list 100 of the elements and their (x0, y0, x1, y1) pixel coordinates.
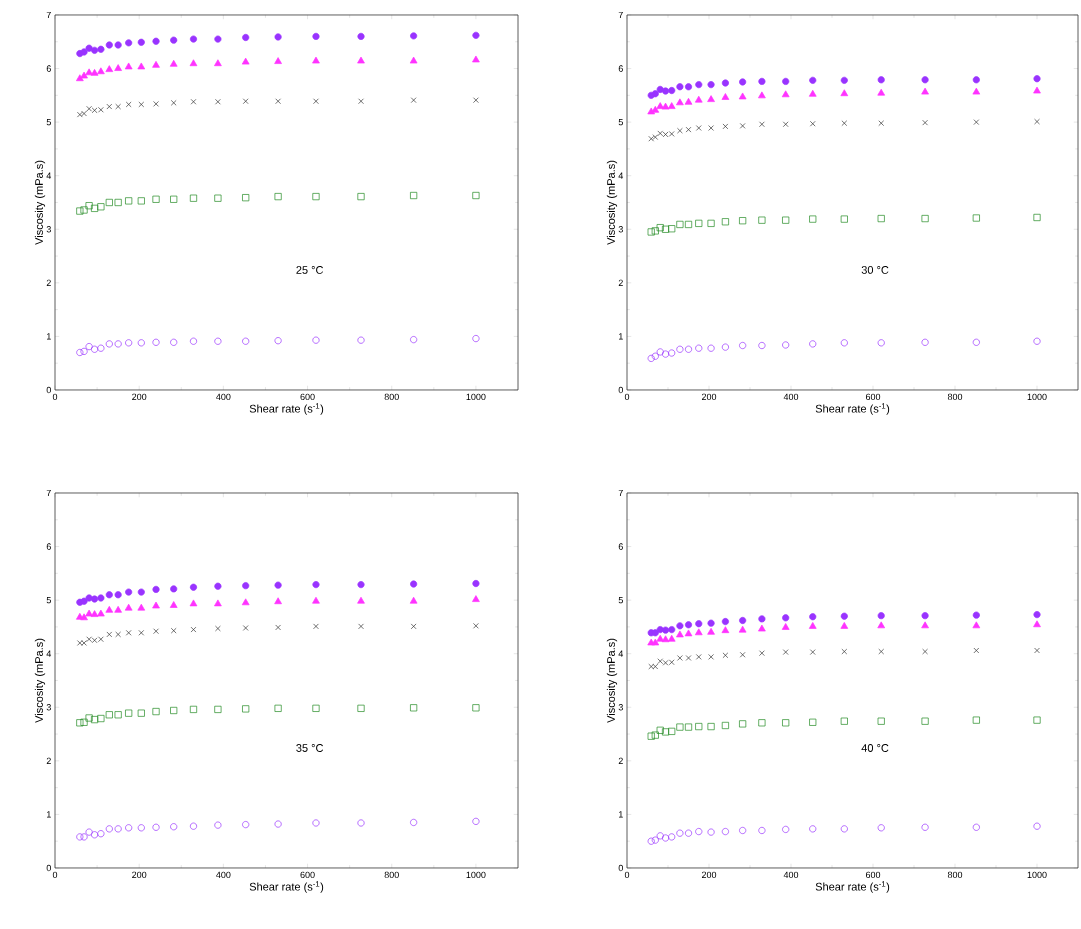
point (721, 93, 730, 100)
point (921, 823, 929, 831)
point (410, 580, 418, 588)
point (76, 833, 84, 841)
point (877, 824, 885, 832)
point (357, 819, 365, 827)
point (694, 95, 703, 103)
point (758, 91, 766, 99)
point (189, 59, 198, 67)
point (739, 78, 747, 86)
point (137, 38, 145, 46)
point (721, 79, 729, 87)
point (684, 723, 693, 731)
point (242, 337, 250, 345)
point (169, 59, 178, 67)
point (809, 120, 816, 127)
point (973, 647, 980, 654)
point (921, 87, 929, 95)
point (676, 345, 684, 353)
annotation: 35 °C (296, 744, 324, 752)
point (808, 89, 817, 97)
point (124, 603, 133, 611)
point (695, 344, 703, 352)
point (809, 825, 817, 833)
point (973, 119, 980, 125)
point (877, 339, 885, 347)
point (357, 56, 365, 64)
point (668, 349, 676, 357)
y-tick-label: 3 (46, 226, 51, 233)
point (647, 354, 655, 362)
annotation: 25 °C (296, 266, 324, 274)
point (1033, 86, 1041, 94)
annotation: 40 °C (861, 744, 889, 752)
point (169, 601, 178, 608)
x-tick-label: 200 (701, 393, 717, 401)
point (312, 193, 320, 201)
point (922, 648, 928, 655)
point (85, 609, 93, 617)
point (722, 123, 729, 130)
point (274, 581, 282, 589)
x-tick-label: 200 (701, 871, 717, 879)
point (312, 596, 320, 604)
y-tick-label: 3 (618, 704, 623, 711)
point (90, 610, 99, 617)
x-tick-label: 800 (384, 393, 399, 401)
point (137, 588, 145, 596)
point (668, 833, 676, 841)
x-tick-label: 800 (947, 393, 963, 401)
point (97, 594, 105, 602)
y-tick-label: 5 (46, 596, 51, 604)
point (409, 56, 418, 64)
point (707, 828, 715, 836)
point (472, 31, 480, 39)
point (695, 654, 702, 660)
y-tick-label: 7 (618, 11, 623, 19)
point (312, 819, 320, 827)
point (105, 825, 113, 833)
point (721, 828, 729, 836)
y-axis-title: Viscosity (mPa.s) (34, 638, 46, 723)
point (676, 630, 684, 638)
x-tick-label: 800 (947, 871, 963, 879)
y-tick-label: 6 (618, 543, 623, 550)
point (313, 623, 319, 630)
point (721, 618, 729, 626)
point (125, 339, 133, 347)
point (676, 723, 684, 731)
point (721, 626, 730, 634)
point (972, 621, 981, 629)
point (921, 717, 929, 725)
point (1033, 611, 1041, 619)
point (152, 195, 160, 203)
point (410, 623, 417, 630)
x-axis-title: Shear rate (s$^{-1}$) (815, 881, 890, 893)
point (114, 340, 122, 348)
point (782, 719, 790, 727)
point (152, 37, 160, 45)
point (137, 824, 145, 832)
point (972, 823, 980, 831)
y-tick-label: 0 (618, 386, 623, 394)
y-tick-label: 0 (46, 864, 51, 872)
point (656, 224, 664, 232)
point (809, 76, 817, 84)
point (105, 711, 113, 719)
point (684, 829, 693, 837)
point (651, 352, 659, 360)
point (76, 719, 84, 727)
point (152, 708, 160, 716)
point (114, 605, 122, 613)
point (409, 596, 418, 604)
point (76, 348, 84, 357)
point (877, 215, 885, 223)
point (472, 191, 480, 200)
point (651, 227, 659, 235)
point (759, 650, 765, 656)
point (781, 90, 790, 98)
point (105, 605, 114, 613)
point (972, 76, 980, 84)
point (214, 337, 222, 345)
point (758, 77, 766, 85)
point (472, 579, 480, 588)
